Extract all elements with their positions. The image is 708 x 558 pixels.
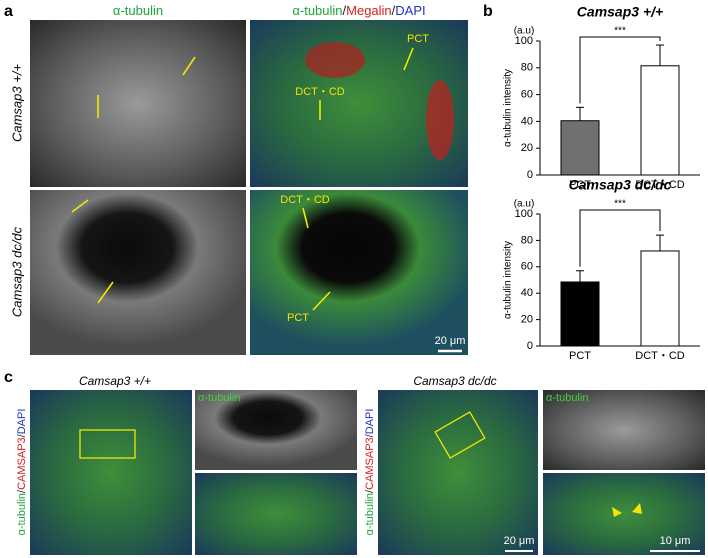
micrograph — [30, 390, 192, 555]
inset-label: α-tubulin — [546, 392, 588, 404]
inset-label: α-tubulin — [198, 392, 240, 404]
side-label: α-tubulin/CAMSAP3/DAPI — [16, 409, 28, 536]
bar — [560, 281, 600, 347]
text-part: α-tubulin — [364, 493, 376, 535]
column-title: α-tubulin — [113, 3, 163, 18]
significance: *** — [614, 26, 626, 37]
stain — [426, 80, 454, 160]
annotation: DCT・CD — [295, 86, 345, 98]
significance: *** — [614, 199, 626, 210]
arrow — [182, 56, 196, 76]
y-axis-label: α-tubulin intensity — [503, 241, 514, 319]
text-part: α-tubulin — [292, 3, 342, 18]
significance-bracket — [579, 209, 661, 267]
text-part: / — [364, 489, 376, 493]
unit-label: (a.u) — [514, 199, 535, 210]
text-part: α-tubulin — [113, 3, 163, 18]
micrograph — [30, 20, 246, 187]
arrowhead — [632, 503, 642, 514]
y-tick-label: 0 — [527, 169, 533, 181]
x-tick-label: PCT — [569, 350, 591, 362]
scale-label: 20 μm — [504, 535, 535, 547]
arrow — [71, 199, 89, 213]
arrow — [312, 291, 331, 311]
y-tick-label: 60 — [521, 89, 533, 101]
panel-title: Camsap3 +/+ — [79, 374, 151, 388]
stain — [305, 42, 365, 78]
y-tick-label: 0 — [527, 340, 533, 352]
column-title: α-tubulin/Megalin/DAPI — [292, 3, 425, 18]
arrow — [302, 207, 309, 229]
y-tick-label: 40 — [521, 115, 533, 127]
error-bar — [656, 234, 664, 251]
y-axis-label: α-tubulin intensity — [503, 69, 514, 147]
text-part: / — [364, 433, 376, 437]
error-bar — [576, 106, 584, 121]
bar — [640, 250, 680, 347]
text-part: / — [343, 3, 347, 18]
y-tick-label: 20 — [521, 314, 533, 326]
panel-label: a — [4, 3, 13, 20]
error-bar — [576, 270, 584, 282]
text-part: Megalin — [346, 3, 392, 18]
y-tick-label: 40 — [521, 287, 533, 299]
micrograph — [543, 473, 705, 555]
zoom-box — [434, 411, 486, 459]
x-tick-label: PCT — [569, 179, 591, 191]
zoom-box — [79, 429, 136, 459]
scale-label: 20 μm — [435, 335, 466, 347]
unit-label: (a.u) — [514, 26, 535, 37]
row-label: Camsap3 dc/dc — [9, 226, 24, 317]
micrograph — [30, 190, 246, 355]
chart-title: Camsap3 dc/dc — [569, 177, 672, 193]
error-bar — [656, 44, 664, 66]
y-tick-label: 80 — [521, 234, 533, 246]
scale-label: 10 μm — [660, 535, 691, 547]
arrow — [403, 47, 414, 71]
x-tick-label: DCT・CD — [635, 350, 685, 362]
annotation: DCT・CD — [280, 194, 330, 206]
arrowhead — [612, 507, 622, 517]
side-label: α-tubulin/CAMSAP3/DAPI — [364, 409, 376, 536]
micrograph — [195, 473, 357, 555]
micrograph — [195, 390, 357, 470]
chart-title: Camsap3 +/+ — [577, 4, 663, 20]
y-tick-label: 100 — [515, 35, 533, 47]
panel-title: Camsap3 dc/dc — [413, 374, 496, 388]
text-part: / — [392, 3, 396, 18]
panel-label: b — [483, 3, 493, 20]
micrograph — [543, 390, 705, 470]
text-part: DAPI — [16, 409, 28, 435]
text-part: / — [16, 433, 28, 437]
text-part: DAPI — [395, 3, 425, 18]
text-part: CAMSAP3 — [16, 437, 28, 490]
y-tick-label: 20 — [521, 142, 533, 154]
annotation: PCT — [407, 33, 429, 45]
annotation: PCT — [287, 312, 309, 324]
bar — [640, 65, 680, 176]
y-tick-label: 100 — [515, 208, 533, 220]
text-part: α-tubulin — [16, 493, 28, 535]
x-tick-label: DCT・CD — [635, 179, 685, 191]
panel-label: c — [4, 369, 13, 386]
bar — [560, 120, 600, 176]
y-tick-label: 60 — [521, 261, 533, 273]
y-tick-label: 80 — [521, 62, 533, 74]
micrograph — [378, 390, 538, 555]
text-part: CAMSAP3 — [364, 437, 376, 490]
significance-bracket — [579, 36, 661, 104]
text-part: / — [16, 489, 28, 493]
arrow — [97, 281, 114, 304]
row-label: Camsap3 +/+ — [9, 64, 24, 142]
text-part: DAPI — [364, 409, 376, 435]
micrograph — [250, 190, 468, 355]
